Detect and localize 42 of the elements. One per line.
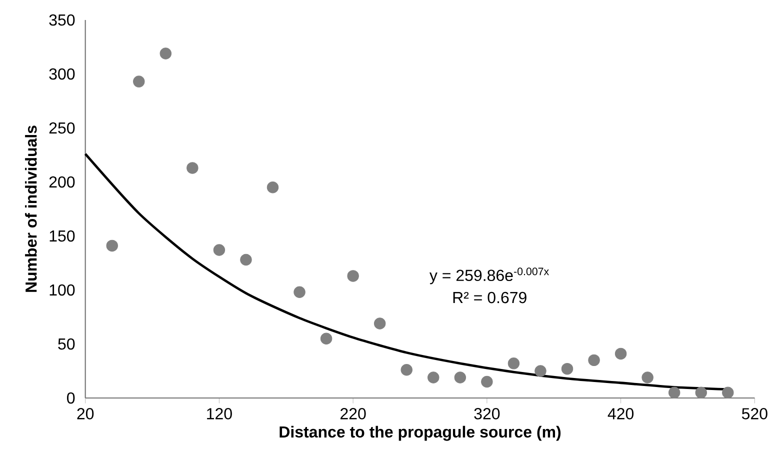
y-tick-label: 300 (49, 68, 75, 80)
point (428, 372, 440, 384)
point (588, 354, 600, 366)
point (668, 386, 680, 398)
x-axis-title: Distance to the propagule source (m) (280, 426, 561, 441)
point (106, 240, 118, 252)
point (186, 162, 198, 174)
y-tick-label: 250 (49, 122, 75, 134)
point (374, 318, 386, 330)
y-tick-label: 0 (67, 392, 75, 404)
y-tick-label: 50 (58, 338, 75, 350)
point (561, 362, 574, 375)
y-tick-label: 100 (50, 284, 75, 296)
point (642, 372, 654, 384)
point (481, 376, 493, 388)
point (722, 386, 734, 398)
x-tick-label: 320 (474, 408, 500, 420)
point (614, 348, 627, 360)
annotation: y = 259.86e$^{-0.007x}$ (429, 268, 549, 284)
point (133, 76, 145, 88)
point (347, 270, 359, 282)
point (454, 372, 466, 384)
point (266, 182, 279, 194)
y-tick-label: 350 (49, 14, 75, 26)
point (320, 332, 332, 344)
y-axis-title: Number of individuals (25, 126, 37, 292)
x-tick-label: 220 (340, 408, 366, 420)
x-tick-label: 20 (77, 408, 94, 420)
point (508, 358, 520, 370)
point (213, 244, 226, 256)
x-tick-label: 120 (207, 408, 232, 420)
y-tick-label: 150 (50, 230, 75, 242)
point (400, 364, 412, 376)
point (160, 48, 172, 60)
x-tick-label: 520 (742, 408, 768, 420)
x-tick-label: 420 (608, 408, 634, 420)
y-tick-label: 200 (49, 176, 75, 188)
point (695, 386, 707, 398)
annotation: R² = 0.679 (453, 292, 526, 304)
point (240, 254, 252, 266)
point (534, 365, 546, 377)
point (294, 286, 306, 298)
